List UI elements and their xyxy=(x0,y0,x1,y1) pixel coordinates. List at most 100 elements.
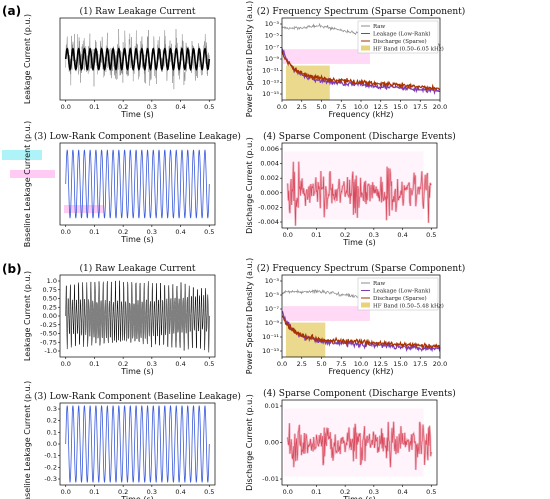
x-axis-label: Time (s) xyxy=(120,110,154,119)
x-tick-label: 7.5 xyxy=(336,103,346,111)
x-tick-label: 0.2 xyxy=(118,360,128,368)
y-axis-label: Power Spectral Density (a.u.) xyxy=(245,1,254,118)
x-tick-label: 0.3 xyxy=(147,488,157,496)
x-tick-label: 0.1 xyxy=(89,228,99,236)
y-tick-label: -0.01 xyxy=(262,475,279,483)
spectrum-series-line xyxy=(281,50,441,93)
x-tick-label: 0.0 xyxy=(277,360,287,368)
x-axis-label: Frequency (kHz) xyxy=(329,110,394,119)
chart-title: (3) Low-Rank Component (Baseline Leakage… xyxy=(34,131,241,142)
x-tick-label: 0.5 xyxy=(426,488,436,496)
x-tick-label: 17.5 xyxy=(413,360,427,368)
y-tick-label: 10⁻⁷ xyxy=(265,43,280,51)
y-tick-label: -0.2 xyxy=(44,463,57,471)
spectrum-series-line xyxy=(281,48,441,96)
y-tick-label: -0.50 xyxy=(40,330,57,338)
chart-title: (4) Sparse Component (Discharge Events) xyxy=(263,388,456,399)
chart-a1: (1) Raw Leakage Current Time (s) Leakage C… xyxy=(23,6,216,119)
y-tick-label: 0.00 xyxy=(265,439,279,447)
plot-frame xyxy=(281,142,438,229)
x-tick-label: 0.0 xyxy=(61,228,71,236)
x-tick-label: 0.0 xyxy=(283,231,293,239)
x-tick-label: 0.0 xyxy=(283,488,293,496)
chart-a4: (4) Sparse Component (Discharge Events) T… xyxy=(245,131,456,247)
y-tick-label: 10⁻¹⁵ xyxy=(262,90,279,98)
y-tick-label: 10⁻⁷ xyxy=(265,305,280,313)
legend-entry: Raw xyxy=(373,281,386,287)
legend-entry: Raw xyxy=(373,24,386,30)
y-tick-label: 0.000 xyxy=(260,189,279,197)
raw-mean-line xyxy=(64,47,211,72)
x-tick-label: 5.0 xyxy=(316,360,326,368)
highlight-artifact xyxy=(10,170,55,178)
x-tick-label: 0.5 xyxy=(204,488,214,496)
y-tick-label: 10⁻³ xyxy=(265,277,280,285)
y-tick-label: 0.00 xyxy=(43,312,57,320)
sparse-series-line xyxy=(287,421,432,470)
x-tick-label: 17.5 xyxy=(413,103,427,111)
x-axis-label: Frequency (kHz) xyxy=(329,367,394,376)
y-tick-label: 0.1 xyxy=(47,428,57,436)
x-tick-label: 0.3 xyxy=(369,488,379,496)
y-tick-label: 0.50 xyxy=(43,295,57,303)
x-tick-label: 0.4 xyxy=(175,360,185,368)
highlight-artifact xyxy=(2,150,42,160)
x-tick-label: 0.3 xyxy=(369,231,379,239)
x-tick-label: 0.1 xyxy=(311,231,321,239)
y-axis-label: Discharge Current (p.u.) xyxy=(245,137,254,234)
low-rank-series-line xyxy=(65,405,210,483)
x-tick-label: 20.0 xyxy=(433,103,447,111)
x-tick-label: 0.5 xyxy=(426,231,436,239)
x-axis-label: Time (s) xyxy=(120,235,154,244)
x-tick-label: 2.5 xyxy=(297,103,307,111)
y-axis-label: Power Spectral Density (a.u.) xyxy=(245,258,254,375)
y-tick-label: 10⁻⁹ xyxy=(265,319,280,327)
y-tick-label: 0.3 xyxy=(47,405,57,413)
y-tick-label: 0.25 xyxy=(43,303,57,311)
y-tick-label: 10⁻⁵ xyxy=(265,32,280,40)
y-tick-label: 10⁻¹³ xyxy=(262,78,279,86)
y-tick-label: -0.002 xyxy=(258,203,279,211)
chart-title: (1) Raw Leakage Current xyxy=(80,6,196,17)
y-tick-label: -1.0 xyxy=(44,347,57,355)
spectrum-series-line xyxy=(281,315,441,351)
y-tick-label: -0.004 xyxy=(258,218,279,226)
y-tick-label: 10⁻¹¹ xyxy=(262,67,279,75)
legend-box xyxy=(357,277,439,311)
chart-b1: (1) Raw Leakage Current Time (s) Leakage C… xyxy=(23,263,216,376)
legend-entry: Discharge (Sparse) xyxy=(373,38,427,45)
x-tick-label: 15.0 xyxy=(393,103,407,111)
x-axis-label: Time (s) xyxy=(342,238,376,247)
y-tick-label: 0.006 xyxy=(260,145,279,153)
x-tick-label: 0.2 xyxy=(340,488,350,496)
y-axis-label: Baseline Leakage Current (p.u.) xyxy=(23,381,32,499)
highlight-artifact xyxy=(283,49,370,64)
y-tick-label: 0.01 xyxy=(265,402,279,410)
highlight-artifact xyxy=(283,306,370,321)
plot-frame xyxy=(59,17,216,101)
y-tick-label: -0.75 xyxy=(40,338,57,346)
x-tick-label: 0.2 xyxy=(340,231,350,239)
x-tick-label: 0.5 xyxy=(204,103,214,111)
legend-entry: HF Band (0.50–6.05 kHz) xyxy=(373,46,444,53)
y-tick-label: 10⁻¹¹ xyxy=(262,333,279,341)
x-axis-label: Time (s) xyxy=(120,495,154,499)
x-tick-label: 0.2 xyxy=(118,103,128,111)
x-tick-label: 0.0 xyxy=(61,103,71,111)
y-tick-label: 10⁻⁵ xyxy=(265,291,280,299)
x-tick-label: 0.1 xyxy=(311,488,321,496)
y-tick-label: 0.2 xyxy=(47,417,57,425)
y-tick-label: 10⁻⁹ xyxy=(265,55,280,63)
x-tick-label: 0.3 xyxy=(147,360,157,368)
x-tick-label: 0.2 xyxy=(118,228,128,236)
y-tick-label: 0.0 xyxy=(47,440,57,448)
legend-swatch xyxy=(361,302,370,308)
x-tick-label: 0.0 xyxy=(61,360,71,368)
legend-entry: Leakage (Low-Rank) xyxy=(373,31,431,38)
x-tick-label: 0.1 xyxy=(89,360,99,368)
x-tick-label: 0.1 xyxy=(89,488,99,496)
x-tick-label: 0.1 xyxy=(89,103,99,111)
x-tick-label: 0.4 xyxy=(175,228,185,236)
